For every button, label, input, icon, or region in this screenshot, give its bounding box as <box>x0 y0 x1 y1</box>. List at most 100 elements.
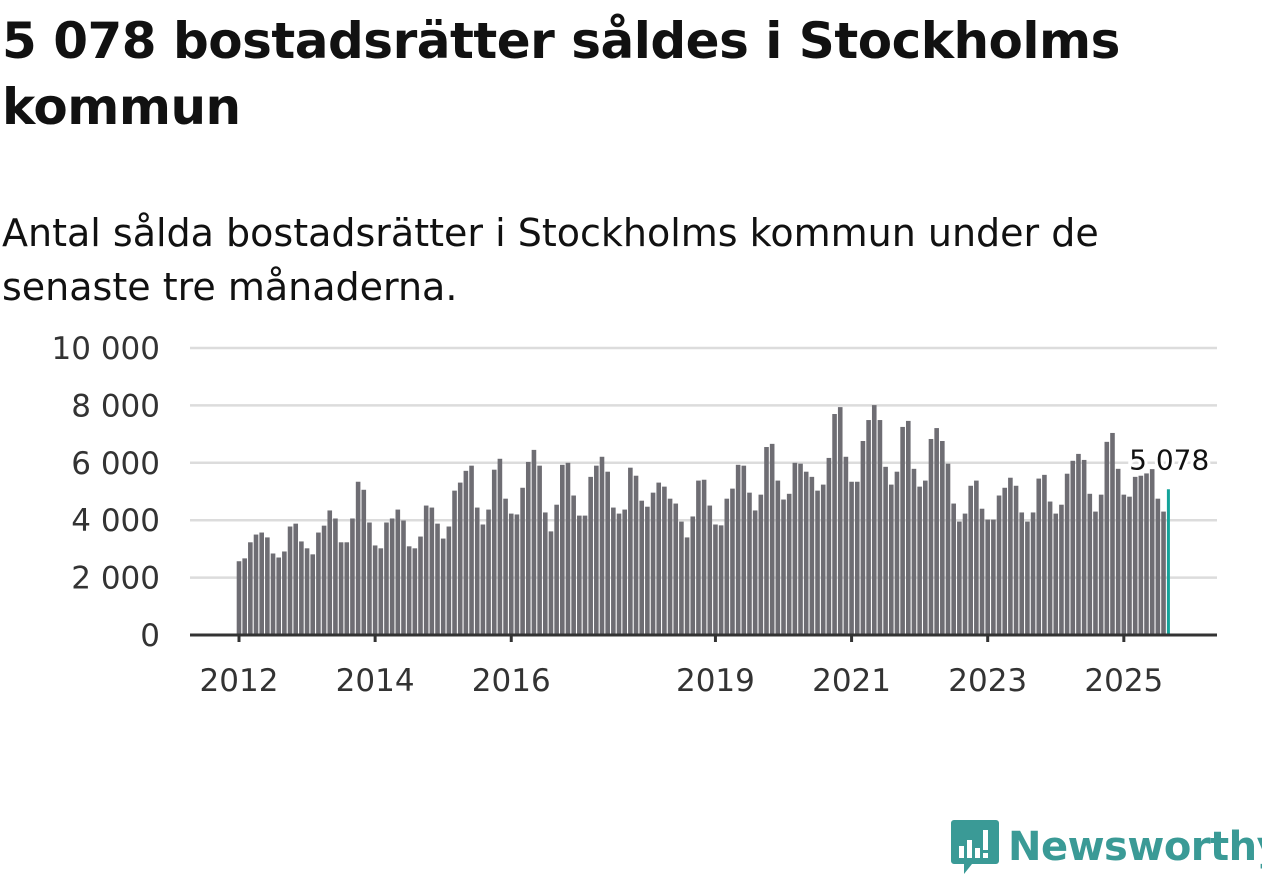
bar <box>775 480 781 635</box>
bar <box>1149 469 1155 635</box>
bar <box>1110 432 1115 635</box>
bar <box>673 503 679 635</box>
bar <box>480 524 486 635</box>
bar <box>1002 487 1008 635</box>
bar <box>877 420 883 635</box>
newsworthy-logo: Newsworthy <box>950 818 1262 876</box>
bar <box>554 504 559 635</box>
bar <box>423 505 429 635</box>
bar <box>809 476 815 635</box>
bar <box>633 475 639 635</box>
y-tick-label: 4 000 <box>71 503 160 539</box>
bar <box>724 498 730 635</box>
bar <box>940 440 945 635</box>
bar <box>1047 501 1053 635</box>
bar <box>616 513 622 635</box>
bar <box>645 506 650 635</box>
bar <box>911 468 917 635</box>
bar <box>826 457 832 635</box>
bar <box>622 509 627 635</box>
bar <box>735 464 741 635</box>
bar <box>1064 473 1070 635</box>
bar <box>1053 513 1059 635</box>
bar <box>282 551 287 635</box>
bar <box>248 542 253 635</box>
bar <box>463 470 469 635</box>
bar <box>270 553 276 635</box>
bar <box>338 542 344 635</box>
bar <box>769 443 775 635</box>
bar <box>435 523 440 635</box>
bar <box>1070 460 1076 635</box>
bar <box>730 488 735 635</box>
x-tick-label: 2019 <box>676 663 755 699</box>
bar <box>293 523 299 635</box>
bar <box>236 561 242 635</box>
bar <box>690 516 696 635</box>
bar <box>662 486 667 635</box>
bar <box>803 471 809 635</box>
bar <box>996 495 1002 635</box>
bar <box>412 548 418 635</box>
bar <box>1138 475 1144 635</box>
logo-text: Newsworthy <box>1008 824 1262 870</box>
bar <box>321 525 327 635</box>
bar <box>1059 504 1064 635</box>
bar <box>560 464 565 635</box>
bar <box>594 465 599 635</box>
bar-chart-speech-bubble-icon <box>951 820 999 874</box>
bar <box>537 465 542 635</box>
bar <box>395 509 401 635</box>
bar-chart: 0 2 000 4 000 6 000 8 000 10 000 2012 2014 2016 2… <box>52 331 1217 699</box>
bar <box>696 480 701 635</box>
x-tick-label: 2016 <box>472 663 551 699</box>
bar <box>945 463 951 635</box>
bar <box>1121 494 1127 635</box>
bar <box>764 447 769 635</box>
bar <box>650 492 656 635</box>
bar <box>406 546 412 635</box>
bar <box>548 531 554 635</box>
bar <box>310 554 316 635</box>
chart-title: 5 078 bostadsrätter såldes i Stockholms … <box>2 12 1120 136</box>
bar <box>378 548 384 635</box>
y-tick-label: 2 000 <box>71 561 160 597</box>
bar <box>491 469 497 635</box>
bar <box>401 520 406 635</box>
bar <box>866 420 871 635</box>
bar <box>934 428 939 635</box>
y-tick-label: 8 000 <box>71 388 160 424</box>
bar <box>367 522 372 635</box>
bar <box>962 513 968 635</box>
bar <box>542 512 548 635</box>
bar <box>474 507 480 635</box>
bar <box>265 537 270 635</box>
bar <box>253 534 259 635</box>
bar <box>1093 511 1098 635</box>
bar <box>287 526 293 635</box>
bar <box>1008 477 1013 635</box>
bar <box>1019 512 1025 635</box>
x-tick-label: 2021 <box>812 663 891 699</box>
bar <box>452 490 457 635</box>
bar <box>979 508 985 635</box>
bar <box>299 541 304 635</box>
y-tick-label: 10 000 <box>52 331 160 367</box>
bar <box>798 463 803 635</box>
bar <box>1144 473 1149 635</box>
bar <box>679 521 684 635</box>
x-tick-label: 2023 <box>948 663 1027 699</box>
bar <box>457 482 463 635</box>
bar <box>418 536 423 635</box>
bar <box>923 480 928 635</box>
bar <box>525 461 531 635</box>
bar <box>741 465 747 635</box>
bar <box>355 481 361 635</box>
bar <box>684 537 690 635</box>
bar <box>900 426 905 635</box>
bar <box>304 548 310 635</box>
bar <box>747 492 752 635</box>
bar <box>928 438 934 635</box>
bar <box>571 495 576 635</box>
bar <box>854 481 860 635</box>
